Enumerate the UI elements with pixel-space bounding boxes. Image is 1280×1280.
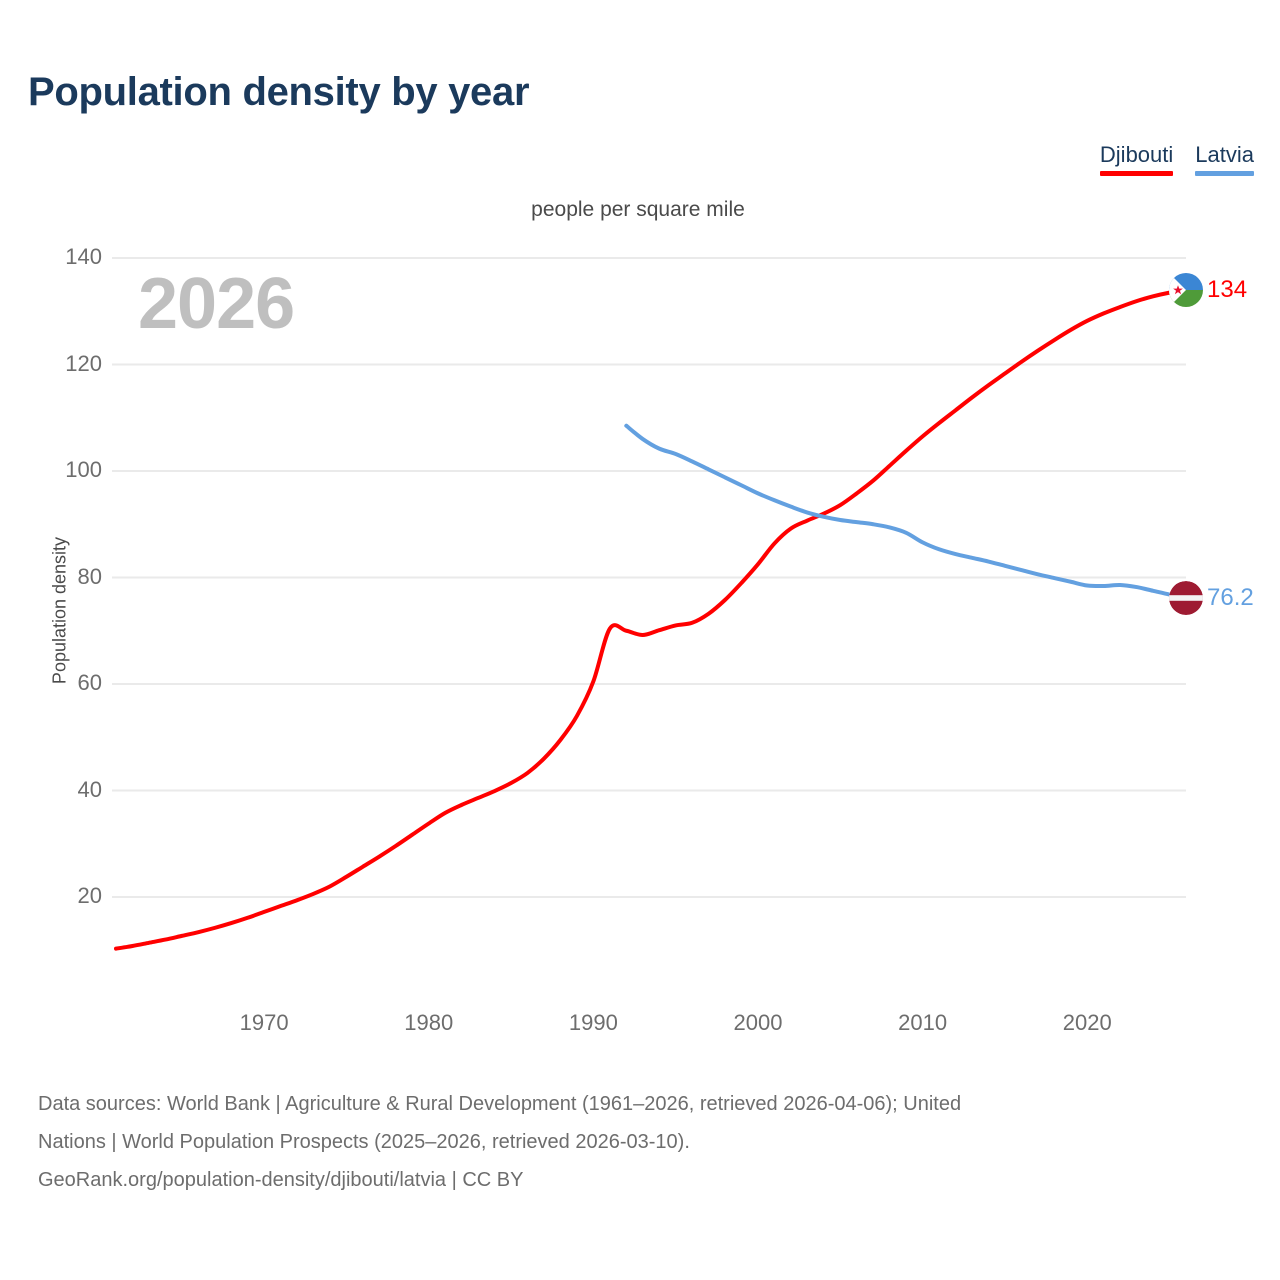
footer-sources: Data sources: World Bank | Agriculture &…	[38, 1085, 1258, 1199]
legend-label-djibouti: Djibouti	[1099, 142, 1174, 167]
footer-line-3: GeoRank.org/population-density/djibouti/…	[38, 1169, 524, 1191]
x-axis-tick: 1990	[568, 1010, 618, 1035]
legend-item-latvia[interactable]: Latvia	[1195, 142, 1254, 176]
y-axis-tick: 60	[77, 670, 102, 695]
series-line-djibouti	[114, 287, 1188, 951]
legend-rule-djibouti	[1099, 171, 1174, 176]
djibouti-end-value: 134	[1207, 275, 1248, 303]
year-watermark: 2026	[138, 264, 295, 344]
latvia-end-value: 76.2	[1207, 583, 1254, 611]
chart-subtitle: people per square mile	[0, 198, 1280, 222]
legend-rule-latvia	[1195, 171, 1254, 176]
footer-line-1: Data sources: World Bank | Agriculture &…	[38, 1093, 962, 1115]
x-axis-tick: 1980	[404, 1010, 454, 1035]
y-axis-tick: 100	[65, 457, 102, 482]
y-axis-tick: 140	[65, 244, 102, 269]
chart-legend: Djibouti Latvia	[1099, 142, 1254, 176]
x-axis-tick: 2000	[733, 1010, 783, 1035]
x-axis-tick: 2020	[1062, 1010, 1112, 1035]
page-title: Population density by year	[28, 70, 530, 114]
y-axis-tick: 80	[77, 563, 102, 589]
legend-label-latvia: Latvia	[1195, 142, 1254, 167]
y-axis-tick: 120	[65, 350, 102, 376]
series-line-latvia	[624, 423, 1188, 600]
x-axis-tick: 1970	[239, 1010, 289, 1035]
chart-subtitle-text: people per square mile	[531, 198, 745, 221]
legend-item-djibouti[interactable]: Djibouti	[1099, 142, 1174, 176]
y-axis-tick: 40	[77, 776, 102, 802]
footer-line-2: Nations | World Population Prospects (20…	[38, 1131, 690, 1153]
latvia-flag-icon	[1169, 580, 1203, 615]
x-axis-tick: 2010	[898, 1010, 948, 1035]
y-axis-tick: 20	[77, 883, 102, 908]
djibouti-flag-icon	[1169, 272, 1203, 307]
